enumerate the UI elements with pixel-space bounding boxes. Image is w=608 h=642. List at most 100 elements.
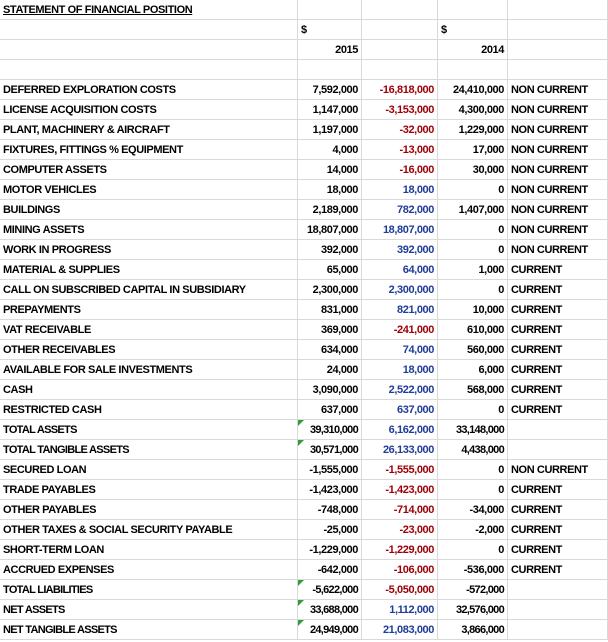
empty-cell [508,60,608,80]
value-change: 782,000 [362,200,438,220]
value-2014: 568,000 [438,380,508,400]
value-2014: -572,000 [438,580,508,600]
value-2014: 1,407,000 [438,200,508,220]
value-change: 821,000 [362,300,438,320]
value-2014: 33,148,000 [438,420,508,440]
value-2015: 1,197,000 [298,120,362,140]
value-change: 392,000 [362,240,438,260]
row-label: DEFERRED EXPLORATION COSTS [0,80,298,100]
value-2015: 30,571,000 [298,440,362,460]
asset-class: CURRENT [508,400,608,420]
row-label: LICENSE ACQUISITION COSTS [0,100,298,120]
value-change: 2,522,000 [362,380,438,400]
value-2015: 831,000 [298,300,362,320]
value-2014: 0 [438,220,508,240]
asset-class: NON CURRENT [508,460,608,480]
sheet-title: STATEMENT OF FINANCIAL POSITION [0,0,298,20]
value-2014: 10,000 [438,300,508,320]
value-change: -241,000 [362,320,438,340]
value-2015: 2,300,000 [298,280,362,300]
value-2015: -5,622,000 [298,580,362,600]
asset-class: NON CURRENT [508,180,608,200]
value-2014: 0 [438,400,508,420]
asset-class: CURRENT [508,500,608,520]
value-2014: 0 [438,540,508,560]
row-label: OTHER PAYABLES [0,500,298,520]
value-2015: -25,000 [298,520,362,540]
value-change: -13,000 [362,140,438,160]
empty-cell [298,60,362,80]
asset-class: NON CURRENT [508,220,608,240]
row-label: VAT RECEIVABLE [0,320,298,340]
value-2014: 30,000 [438,160,508,180]
value-change: -16,000 [362,160,438,180]
value-change: -16,818,000 [362,80,438,100]
asset-class: NON CURRENT [508,160,608,180]
value-change: -1,423,000 [362,480,438,500]
value-change: 21,083,000 [362,620,438,640]
value-2014: 0 [438,480,508,500]
value-2015: 33,688,000 [298,600,362,620]
row-label: PLANT, MACHINERY & AIRCRAFT [0,120,298,140]
value-2014: 1,000 [438,260,508,280]
empty-cell [508,0,608,20]
row-label: AVAILABLE FOR SALE INVESTMENTS [0,360,298,380]
value-2014: 0 [438,240,508,260]
value-2014: 0 [438,280,508,300]
value-change: -23,000 [362,520,438,540]
row-label: NET ASSETS [0,600,298,620]
row-label: TOTAL TANGIBLE ASSETS [0,440,298,460]
empty-cell [362,0,438,20]
value-2015: 14,000 [298,160,362,180]
asset-class: CURRENT [508,520,608,540]
value-2015: 18,000 [298,180,362,200]
row-label: CALL ON SUBSCRIBED CAPITAL IN SUBSIDIARY [0,280,298,300]
empty-cell [508,600,608,620]
currency-label: $ [438,20,508,40]
asset-class: NON CURRENT [508,200,608,220]
value-2015: -1,423,000 [298,480,362,500]
value-2015: 369,000 [298,320,362,340]
asset-class: NON CURRENT [508,240,608,260]
value-2015: 65,000 [298,260,362,280]
row-label: MATERIAL & SUPPLIES [0,260,298,280]
asset-class: CURRENT [508,480,608,500]
value-2014: 1,229,000 [438,120,508,140]
value-2014: 6,000 [438,360,508,380]
empty-cell [0,40,298,60]
empty-cell [0,60,298,80]
value-2014: 32,576,000 [438,600,508,620]
value-change: -714,000 [362,500,438,520]
value-change: -32,000 [362,120,438,140]
value-change: 637,000 [362,400,438,420]
year-label: 2014 [438,40,508,60]
row-label: OTHER RECEIVABLES [0,340,298,360]
row-label: TOTAL ASSETS [0,420,298,440]
value-2015: 3,090,000 [298,380,362,400]
asset-class: CURRENT [508,360,608,380]
value-2015: 637,000 [298,400,362,420]
empty-cell [438,60,508,80]
row-label: ACCRUED EXPENSES [0,560,298,580]
row-label: CASH [0,380,298,400]
row-label: RESTRICTED CASH [0,400,298,420]
empty-cell [508,580,608,600]
row-label: NET TANGIBLE ASSETS [0,620,298,640]
value-2015: 18,807,000 [298,220,362,240]
empty-cell [508,40,608,60]
value-2015: 634,000 [298,340,362,360]
row-label: FIXTURES, FITTINGS % EQUIPMENT [0,140,298,160]
asset-class: NON CURRENT [508,80,608,100]
value-2014: 17,000 [438,140,508,160]
value-2015: -1,555,000 [298,460,362,480]
asset-class: CURRENT [508,300,608,320]
asset-class: CURRENT [508,380,608,400]
value-change: -1,555,000 [362,460,438,480]
value-change: 18,807,000 [362,220,438,240]
asset-class: CURRENT [508,320,608,340]
asset-class: NON CURRENT [508,140,608,160]
value-change: -106,000 [362,560,438,580]
value-2015: 24,949,000 [298,620,362,640]
value-2014: 560,000 [438,340,508,360]
